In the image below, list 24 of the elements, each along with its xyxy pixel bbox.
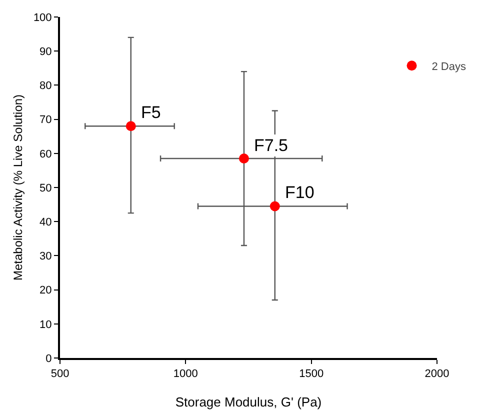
y-tick-label: 70	[40, 114, 52, 126]
y-tick-label: 90	[40, 46, 52, 58]
x-tick-label: 1000	[173, 368, 198, 380]
annotation: F5	[141, 103, 161, 122]
x-tick-label: 2000	[424, 368, 450, 380]
point	[238, 154, 249, 164]
y-tick-label: 50	[40, 182, 52, 194]
y-tick-label: 0	[46, 352, 52, 365]
annotation: F10	[285, 183, 314, 202]
y-tick-label: 80	[40, 80, 52, 92]
y-tick-label: 10	[40, 318, 52, 331]
point	[270, 201, 280, 212]
y-tick-label: 100	[33, 12, 52, 24]
x-tick-label: 1500	[299, 368, 324, 380]
y-tick-label: 40	[40, 216, 52, 228]
y-tick-label: 30	[40, 250, 52, 263]
x-axis-title: Storage Modulus, G' (Pa)	[175, 394, 322, 410]
x-tick-label: 500	[50, 368, 70, 380]
y-axis-title: Metabolic Activity (% Live Solution)	[11, 94, 26, 281]
legend-label: 2 Days	[432, 60, 466, 73]
point	[126, 121, 136, 132]
y-tick-label: 60	[40, 148, 52, 160]
annotation: F7.5	[254, 136, 288, 155]
y-tick-label: 20	[40, 284, 52, 297]
